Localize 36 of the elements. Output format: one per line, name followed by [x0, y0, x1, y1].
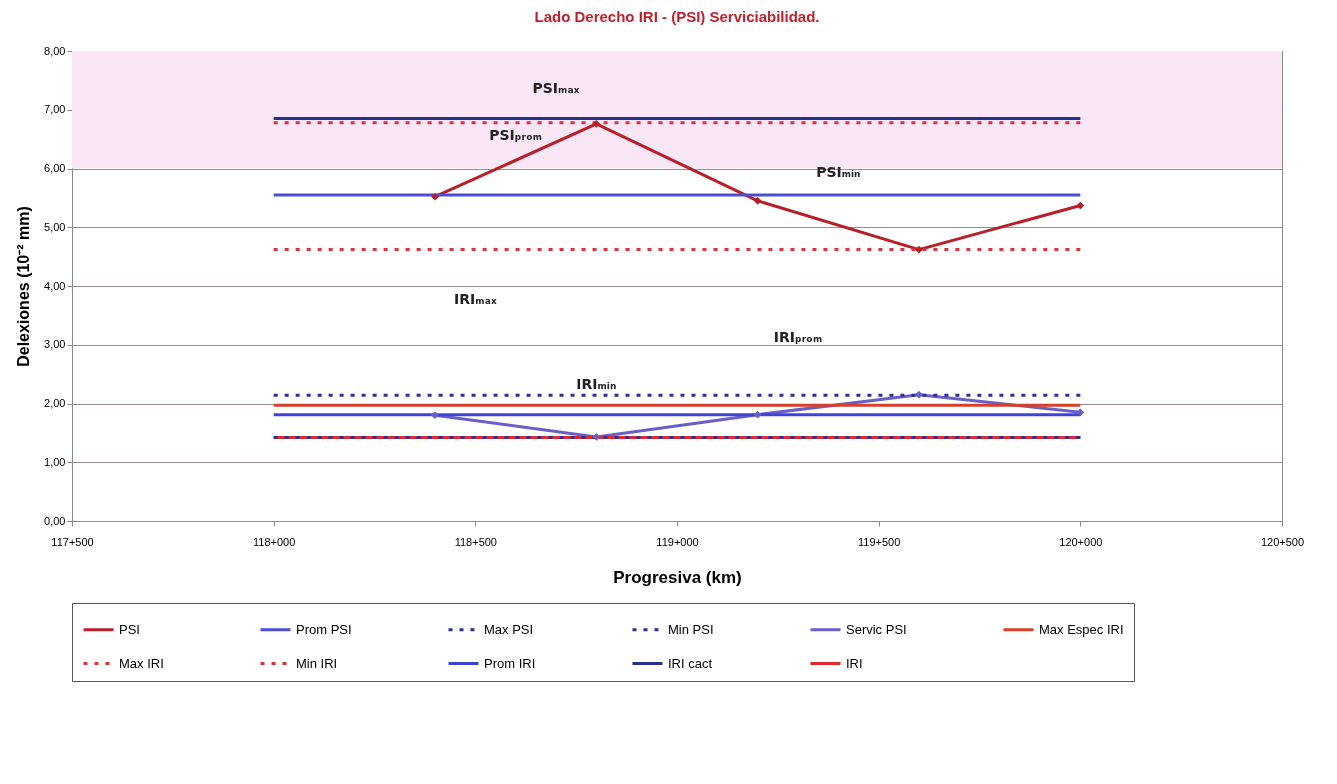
annotation: IRIₘₐₓ	[454, 291, 497, 308]
x-tick-label: 120+000	[1059, 535, 1103, 548]
annotation: PSIₘₐₓ	[532, 79, 580, 96]
annotation: IRIₘᵢₙ	[576, 375, 617, 392]
legend-label: IRI	[846, 655, 863, 671]
legend-label: Servic PSI	[846, 621, 907, 637]
x-tick-label: 118+500	[454, 535, 497, 548]
legend-label: PSI	[119, 621, 140, 637]
y-tick-label: 5,00	[44, 220, 66, 233]
y-tick-label: 0,00	[44, 514, 66, 527]
x-tick-label: 120+500	[1260, 535, 1305, 548]
annotation: IRIₚᵣₒₘ	[773, 328, 823, 345]
y-tick-label: 4,00	[44, 279, 66, 292]
legend-label: Min PSI	[668, 621, 714, 637]
legend-label: IRI cact	[668, 655, 713, 671]
legend-label: Max Espec IRI	[1039, 621, 1124, 637]
legend-label: Min IRI	[296, 655, 338, 671]
legend-label: Max PSI	[484, 621, 534, 637]
x-tick-label: 119+000	[656, 535, 699, 548]
x-tick-label: 117+500	[51, 535, 94, 548]
legend-label: Max IRI	[119, 655, 164, 671]
annotation: PSIₚᵣₒₘ	[489, 126, 543, 143]
x-axis-title: Progresiva (km)	[613, 567, 742, 587]
y-tick-label: 2,00	[44, 397, 66, 409]
y-tick-label: 6,00	[44, 162, 66, 174]
legend-label: Prom PSI	[296, 621, 352, 637]
y-axis-title: Delexiones (10⁻² mm)	[15, 206, 33, 367]
chart-title: Lado Derecho IRI - (PSI) Serviciabilidad.	[534, 8, 820, 25]
y-tick-label: 3,00	[44, 338, 66, 351]
legend-label: Prom IRI	[484, 655, 536, 671]
y-tick-label: 8,00	[44, 44, 66, 57]
annotation: PSIₘᵢₙ	[816, 164, 861, 181]
y-tick-label: 1,00	[44, 455, 66, 468]
x-tick-label: 119+500	[858, 535, 901, 548]
y-tick-label: 7,00	[44, 103, 66, 116]
x-tick-label: 118+000	[253, 535, 296, 548]
